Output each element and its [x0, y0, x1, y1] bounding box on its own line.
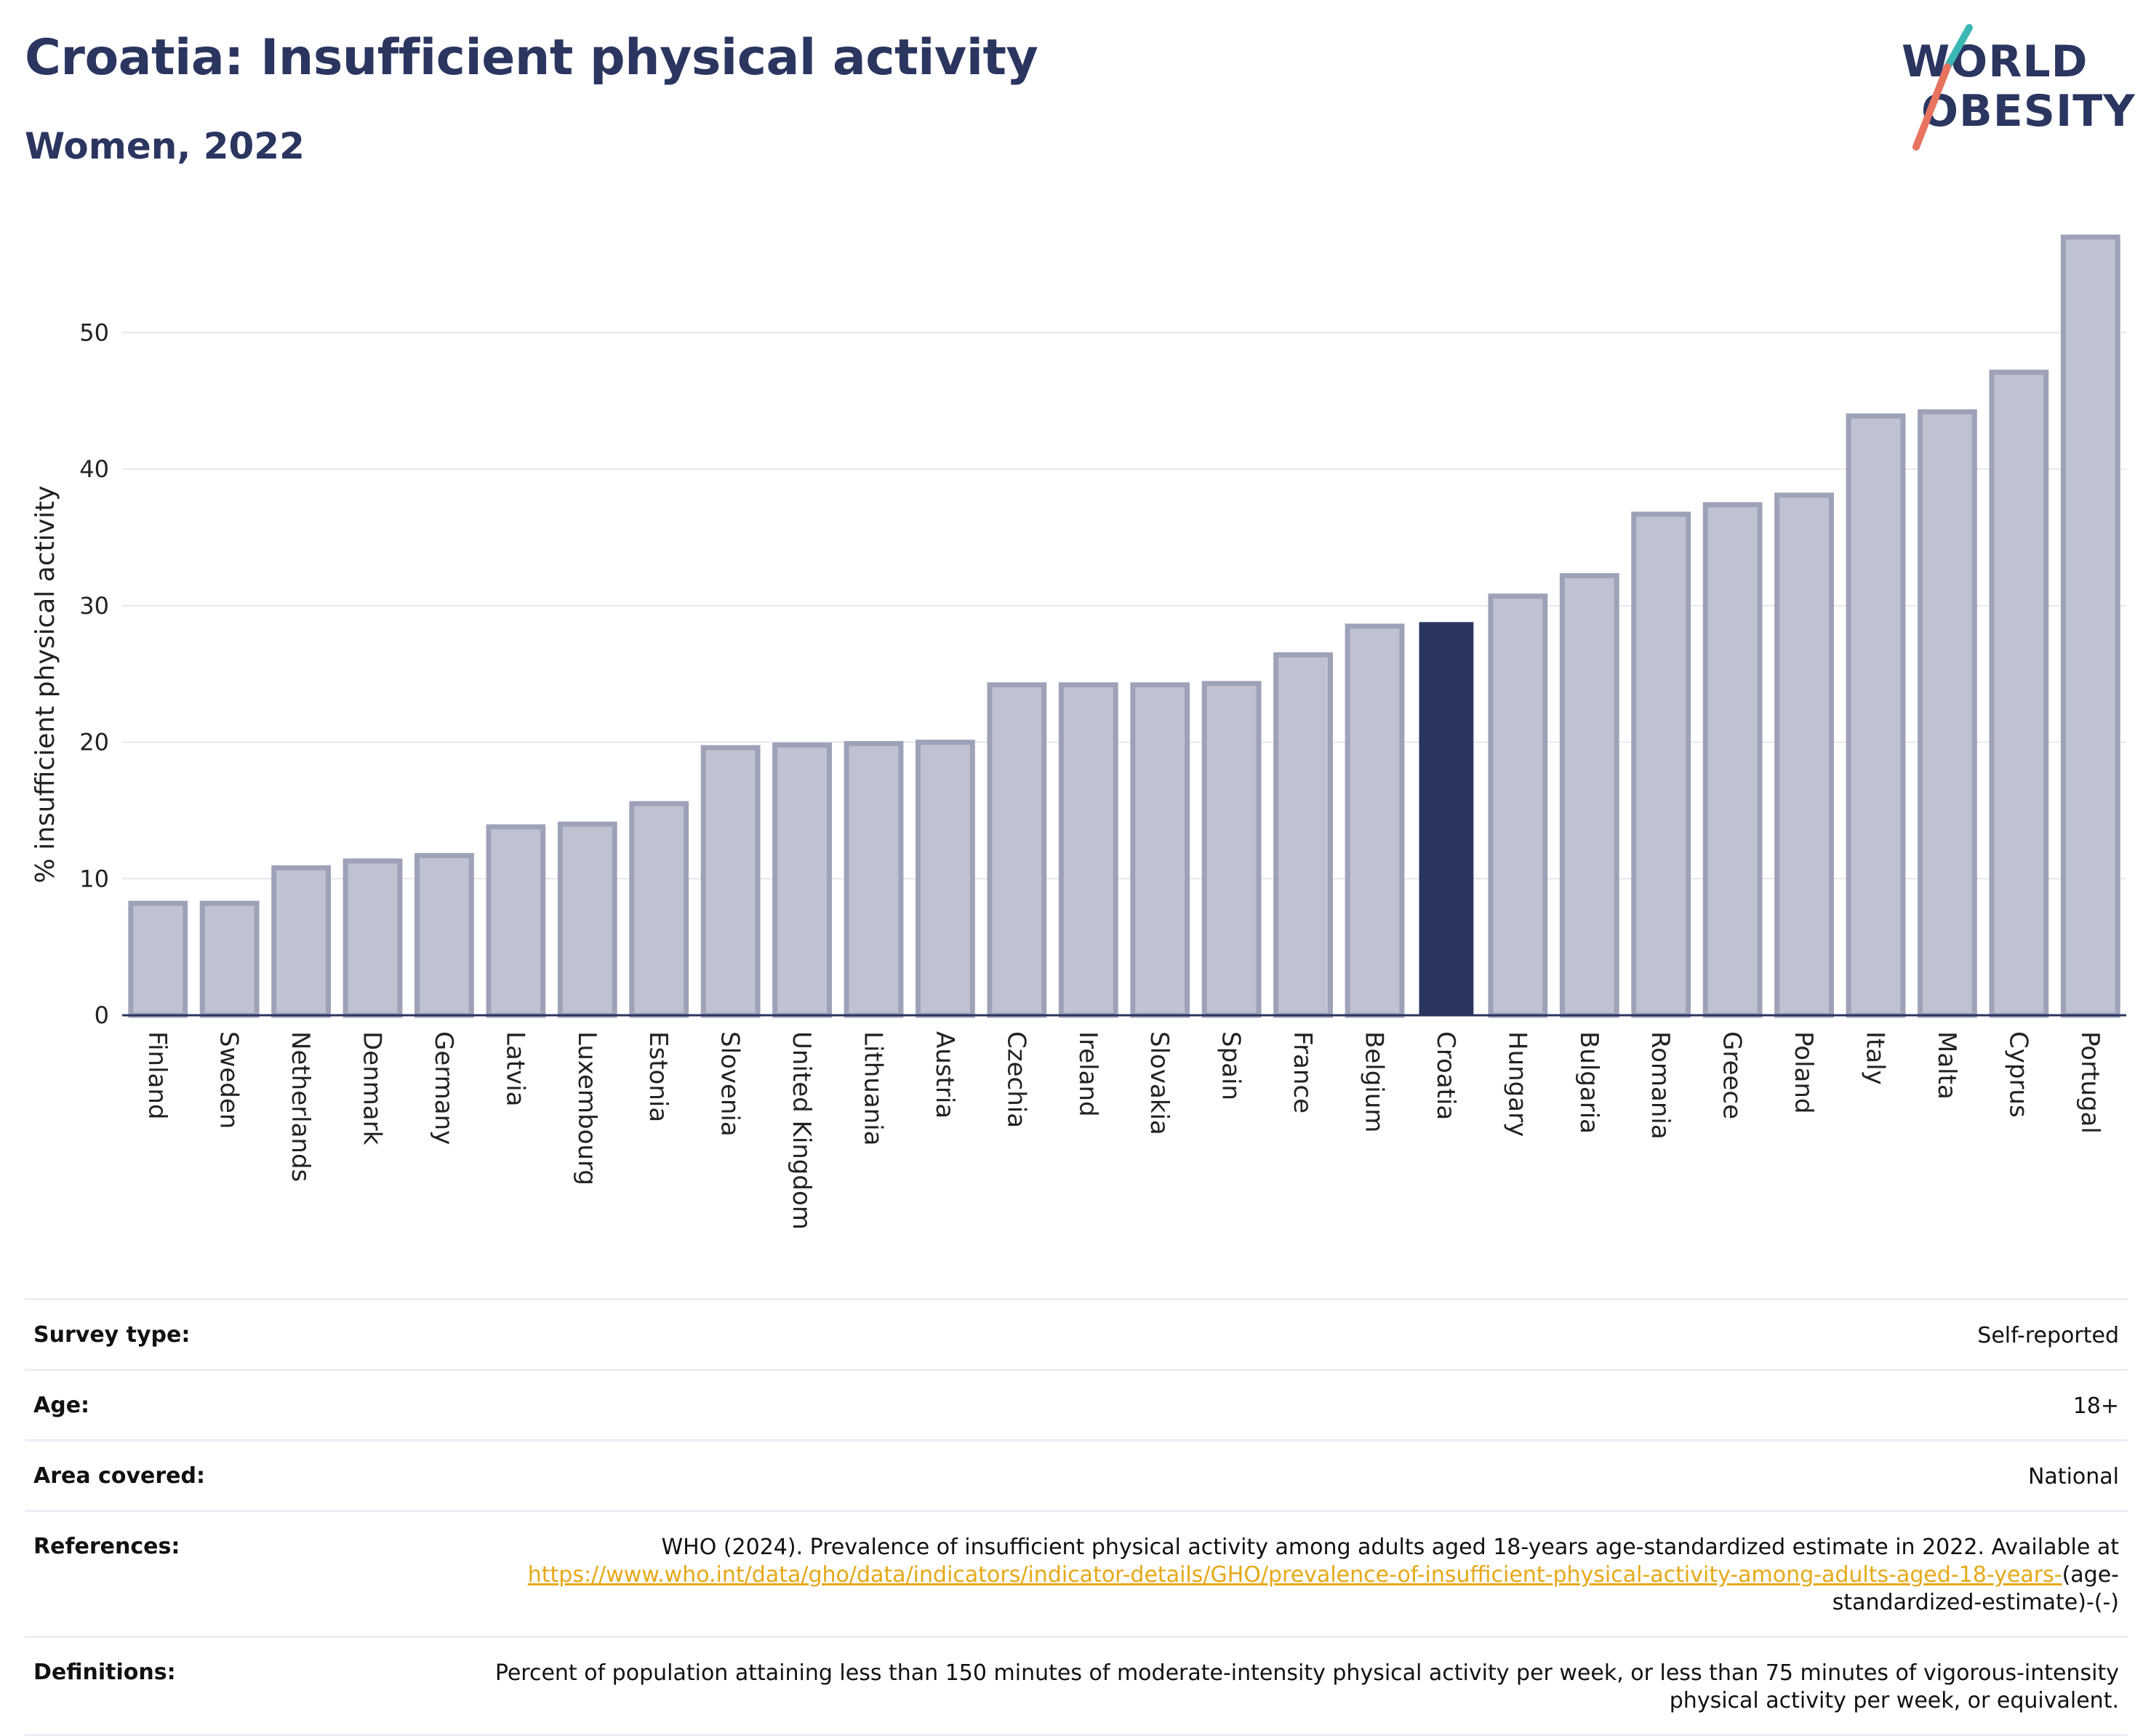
bar [2060, 234, 2120, 1018]
bar [557, 821, 617, 1018]
x-tick-label: Romania [1646, 1031, 1675, 1140]
x-tick-label: Poland [1789, 1031, 1818, 1114]
x-tick-label: Portugal [2075, 1031, 2104, 1134]
bar [199, 900, 260, 1018]
x-tick-label: Lithuania [859, 1031, 888, 1145]
bar [1702, 502, 1763, 1018]
bar [414, 852, 474, 1018]
y-tick-label: 30 [79, 592, 109, 620]
bar [987, 682, 1047, 1018]
reference-suffix: (age-standardized-estimate)-(-) [1832, 1562, 2119, 1615]
y-tick-label: 50 [79, 319, 109, 346]
y-tick-label: 40 [79, 455, 109, 483]
bar [1058, 682, 1118, 1018]
x-tick-label: Greece [1718, 1031, 1747, 1119]
x-tick-label: Finland [143, 1031, 172, 1120]
x-tick-label: Slovenia [716, 1031, 745, 1137]
bar [916, 740, 975, 1018]
meta-value: 18+ [2072, 1393, 2119, 1419]
bar [1488, 593, 1548, 1018]
bar [1774, 492, 1834, 1018]
logo-text-obesity: OBESITY [1921, 86, 2136, 137]
meta-label: Age: [33, 1393, 90, 1418]
bar [128, 900, 188, 1018]
x-tick-label: Denmark [358, 1031, 387, 1145]
x-tick-label: Netherlands [286, 1031, 315, 1182]
meta-label: Survey type: [33, 1322, 191, 1348]
x-tick-label: Cyprus [2003, 1031, 2032, 1118]
reference-link[interactable]: https://www.who.int/data/gho/data/indica… [527, 1562, 2062, 1588]
bar [1846, 413, 1906, 1018]
bar [772, 742, 832, 1018]
y-tick-label: 20 [79, 729, 109, 756]
bar [1631, 511, 1691, 1018]
page-subtitle: Women, 2022 [25, 125, 305, 167]
x-tick-label: Czechia [1001, 1031, 1030, 1128]
meta-row-area: Area covered: National [25, 1439, 2128, 1510]
bar [1918, 409, 1977, 1018]
x-tick-label: Bulgaria [1574, 1031, 1603, 1134]
logo-text-world: WORLD [1902, 36, 2088, 87]
bar [271, 865, 331, 1018]
bar [844, 740, 904, 1018]
x-tick-label: Italy [1861, 1031, 1890, 1085]
x-tick-label: Ireland [1073, 1031, 1102, 1117]
meta-row-age: Age: 18+ [25, 1369, 2128, 1439]
y-tick-label: 0 [95, 1001, 109, 1029]
meta-row-survey-type: Survey type: Self-reported [25, 1298, 2128, 1369]
x-tick-label: Austria [930, 1031, 959, 1119]
x-tick-label: Belgium [1360, 1031, 1389, 1132]
x-tick-label: Slovakia [1145, 1031, 1174, 1135]
bar [1273, 652, 1333, 1018]
x-tick-label: Estonia [644, 1031, 673, 1122]
logo-slash-icon [1912, 24, 1973, 151]
meta-row-references: References: WHO (2024). Prevalence of in… [25, 1510, 2128, 1636]
bar [629, 801, 689, 1018]
meta-label: References: [33, 1534, 180, 1559]
bar [1345, 623, 1405, 1018]
bar [486, 824, 546, 1018]
bar [1130, 682, 1190, 1018]
x-tick-label: Croatia [1431, 1031, 1460, 1120]
meta-label: Definitions: [33, 1660, 176, 1685]
meta-label: Area covered: [33, 1463, 205, 1489]
x-tick-label: Luxembourg [572, 1031, 601, 1185]
x-tick-label: Malta [1932, 1031, 1961, 1100]
world-obesity-logo: WORLD OBESITY [1891, 22, 2135, 153]
highlighted-bar [1419, 622, 1474, 1015]
x-tick-label: Sweden [215, 1031, 244, 1129]
meta-value: Percent of population attaining less tha… [494, 1660, 2119, 1713]
y-tick-label: 10 [79, 865, 109, 892]
x-tick-label: Latvia [500, 1031, 529, 1107]
x-tick-label: France [1288, 1031, 1317, 1113]
page-title: Croatia: Insufficient physical activity [25, 29, 1038, 87]
meta-value: Self-reported [1977, 1323, 2119, 1348]
reference-text: WHO (2024). Prevalence of insufficient p… [661, 1535, 2119, 1560]
bar [1559, 573, 1619, 1018]
x-tick-label: Hungary [1502, 1031, 1531, 1137]
bar [1989, 369, 2049, 1018]
bar [1201, 681, 1262, 1018]
x-tick-label: United Kingdom [787, 1031, 816, 1230]
meta-row-definitions: Definitions: Percent of population attai… [25, 1636, 2128, 1736]
metadata-table: Survey type: Self-reported Age: 18+ Area… [25, 1298, 2128, 1736]
bar [700, 745, 761, 1018]
y-axis-label: % insufficient physical activity [31, 486, 60, 884]
meta-value: National [2027, 1464, 2119, 1489]
x-tick-label: Spain [1217, 1031, 1246, 1100]
meta-value: WHO (2024). Prevalence of insufficient p… [446, 1534, 2119, 1617]
bar-chart: 0 10 20 30 40 50 % insufficient physical activ… [31, 234, 2126, 1230]
x-tick-label: Germany [429, 1031, 458, 1145]
bar [343, 858, 403, 1018]
